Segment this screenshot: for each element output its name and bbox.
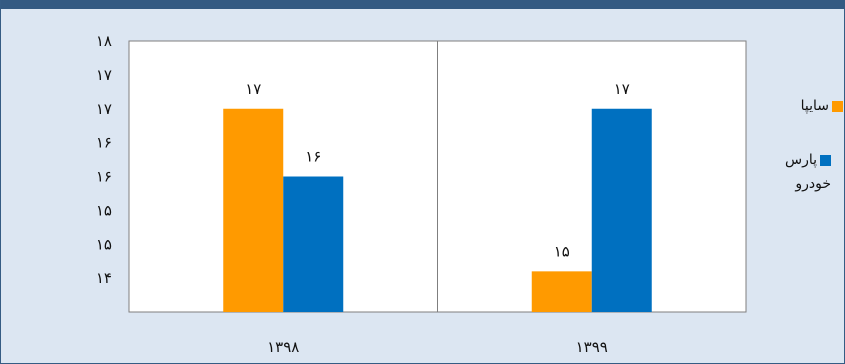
- y-tick-label-5: ۱۵: [96, 201, 112, 219]
- x-tick-label-1: ۱۳۹۹: [576, 338, 608, 356]
- bar-1-0: [283, 176, 344, 312]
- data-label-1-0: ۱۶: [305, 148, 321, 166]
- y-tick-label-4: ۱۶: [96, 168, 112, 186]
- legend-label-saipa: سایپا: [800, 98, 829, 114]
- bar-0-0: [223, 108, 284, 312]
- y-tick-label-6: ۱۵: [96, 235, 112, 253]
- x-tick-label-0: ۱۳۹۸: [267, 338, 299, 356]
- y-tick-label-2: ۱۷: [96, 100, 112, 118]
- data-label-0-1: ۱۵: [554, 242, 570, 260]
- y-tick-label-1: ۱۷: [96, 66, 112, 84]
- legend-label-pars-khodro: پارس خودرو: [784, 152, 831, 192]
- title-bar: [1, 0, 845, 9]
- data-label-0-0: ۱۷: [245, 80, 261, 98]
- legend-item-pars-khodro: پارس خودرو: [753, 148, 831, 196]
- y-tick-label-0: ۱۸: [96, 32, 112, 50]
- legend-swatch-saipa: [832, 100, 843, 112]
- legend-swatch-pars-khodro: [820, 154, 831, 166]
- bar-0-1: [531, 271, 592, 312]
- data-label-1-1: ۱۷: [614, 80, 630, 98]
- legend-item-saipa: سایپا: [753, 94, 843, 118]
- y-tick-label-7: ۱۴: [96, 269, 112, 287]
- bar-1-1: [591, 108, 652, 312]
- y-tick-label-3: ۱۶: [96, 134, 112, 152]
